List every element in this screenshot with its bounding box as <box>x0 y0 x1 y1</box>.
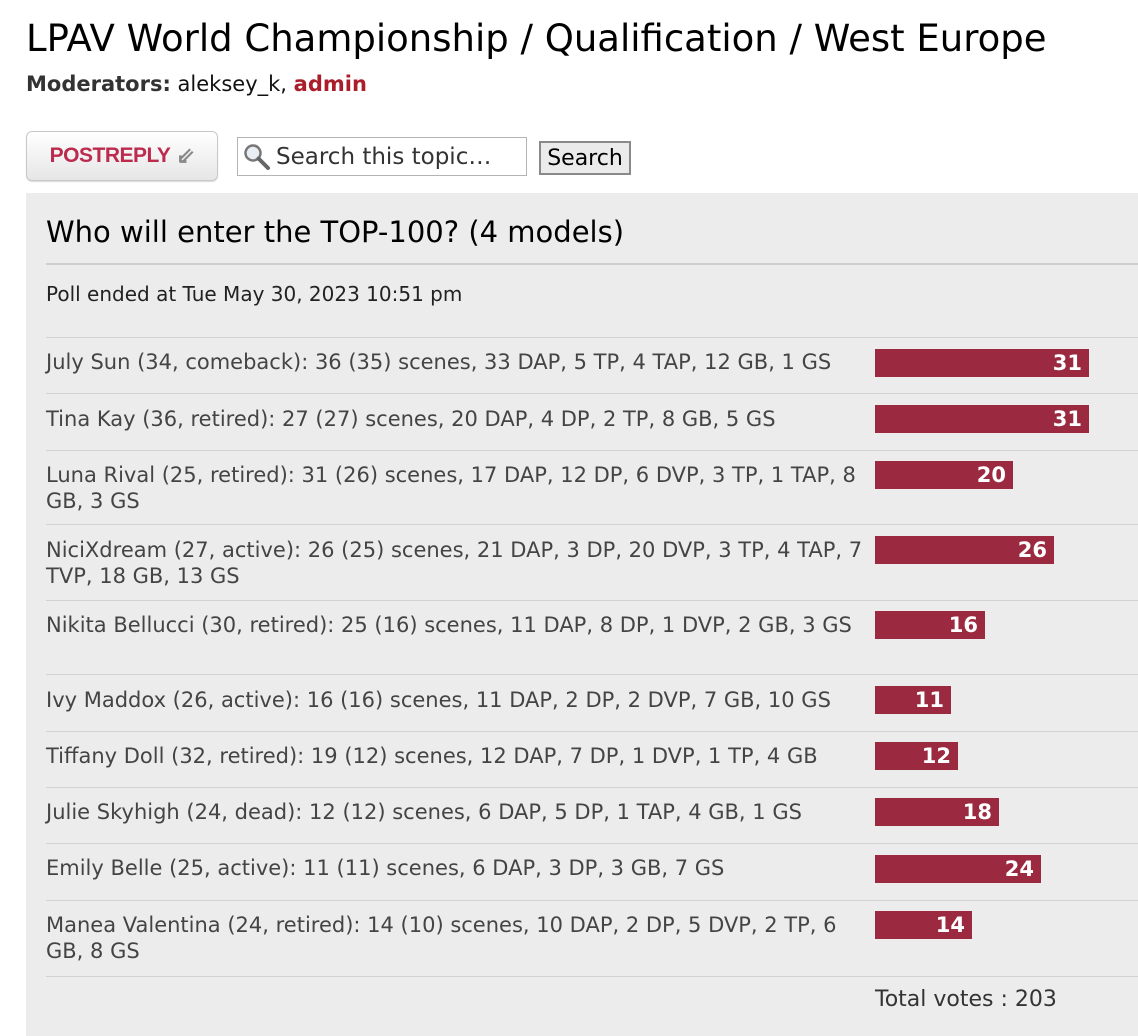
poll-option-label: Julie Skyhigh (24, dead): 12 (12) scenes… <box>46 800 802 824</box>
search-box <box>237 137 527 176</box>
poll-result-bar: 31 <box>875 405 1089 433</box>
poll-result-bar: 26 <box>875 536 1054 564</box>
search-topic-input[interactable] <box>272 143 516 170</box>
poll-option-label: NiciXdream (27, active): 26 (25) scenes,… <box>46 538 863 588</box>
row-divider <box>46 337 1138 338</box>
poll-result-bar: 20 <box>875 461 1013 489</box>
total-votes: Total votes : 203 <box>875 987 1057 1012</box>
poll-option-label: Nikita Bellucci (30, retired): 25 (16) s… <box>46 613 852 637</box>
poll-option-label: Ivy Maddox (26, active): 16 (16) scenes,… <box>46 688 831 712</box>
row-divider <box>46 524 1138 525</box>
poll-panel: Who will enter the TOP-100? (4 models) P… <box>26 193 1138 1036</box>
row-divider <box>46 787 1138 788</box>
search-button[interactable]: Search <box>539 141 631 175</box>
reply-arrow-icon: ⇙ <box>176 143 195 168</box>
row-divider <box>46 900 1138 901</box>
poll-option-label: Tiffany Doll (32, retired): 19 (12) scen… <box>46 744 818 768</box>
moderator-link-aleksey-k[interactable]: aleksey_k <box>177 72 281 96</box>
moderators-line: Moderators: aleksey_k, admin <box>26 70 367 98</box>
poll-option-label: July Sun (34, comeback): 36 (35) scenes,… <box>46 350 832 374</box>
poll-ended-text: Poll ended at Tue May 30, 2023 10:51 pm <box>46 282 463 306</box>
poll-option-label: Manea Valentina (24, retired): 14 (10) s… <box>46 913 837 963</box>
poll-option-label: Emily Belle (25, active): 11 (11) scenes… <box>46 856 725 880</box>
row-divider <box>46 600 1138 601</box>
poll-result-bar: 14 <box>875 911 972 939</box>
poll-result-bar: 24 <box>875 855 1041 883</box>
poll-option-label: Luna Rival (25, retired): 31 (26) scenes… <box>46 463 856 513</box>
poll-result-bar: 11 <box>875 686 951 714</box>
poll-result-bar: 31 <box>875 349 1089 377</box>
post-reply-label: POSTREPLY <box>49 144 171 167</box>
magnifier-icon <box>244 143 270 170</box>
moderator-link-admin[interactable]: admin <box>293 72 367 96</box>
poll-result-bar: 18 <box>875 798 999 826</box>
poll-result-bar: 16 <box>875 611 985 639</box>
row-divider <box>46 674 1138 675</box>
row-divider <box>46 731 1138 732</box>
moderators-label: Moderators: <box>26 72 171 96</box>
moderator-separator: , <box>280 72 287 96</box>
row-divider <box>46 450 1138 451</box>
poll-result-bar: 12 <box>875 742 958 770</box>
row-divider <box>46 393 1138 394</box>
post-reply-button[interactable]: POSTREPLY ⇙ <box>26 131 218 181</box>
poll-title-divider <box>46 263 1138 265</box>
poll-title: Who will enter the TOP-100? (4 models) <box>46 215 625 249</box>
row-divider <box>46 976 1138 977</box>
poll-option-label: Tina Kay (36, retired): 27 (27) scenes, … <box>46 407 776 431</box>
row-divider <box>46 843 1138 844</box>
topic-title[interactable]: LPAV World Championship / Qualification … <box>26 17 1047 60</box>
